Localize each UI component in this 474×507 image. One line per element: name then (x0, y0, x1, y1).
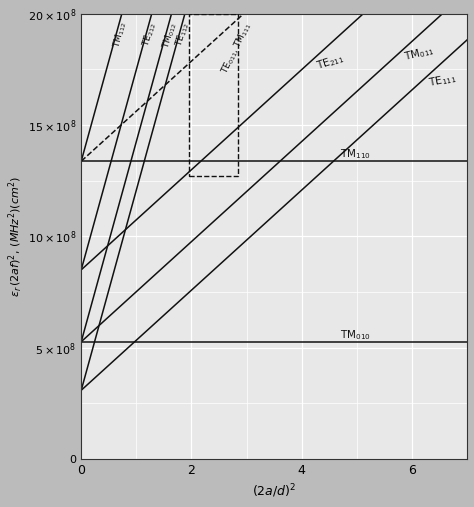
Text: TE$_{112}$: TE$_{112}$ (173, 20, 193, 48)
Text: TM$_{011}$: TM$_{011}$ (403, 43, 436, 64)
Text: TE$_{111}$: TE$_{111}$ (427, 71, 457, 90)
Text: TM$_{010}$: TM$_{010}$ (340, 328, 371, 342)
Y-axis label: $\varepsilon_r\,(2af)^2,\,(MHz^2)(cm^2)$: $\varepsilon_r\,(2af)^2,\,(MHz^2)(cm^2)$ (7, 175, 25, 297)
Text: TM$_{110}$: TM$_{110}$ (340, 147, 371, 161)
Text: TM$_{012}$: TM$_{012}$ (160, 20, 180, 50)
X-axis label: $(2a/d)^2$: $(2a/d)^2$ (252, 483, 296, 500)
Text: TE$_{011}$, TM$_{111}$: TE$_{011}$, TM$_{111}$ (219, 20, 255, 76)
Bar (189, 14, 238, 176)
Text: TM$_{112}$: TM$_{112}$ (111, 20, 129, 49)
Text: TE$_{211}$: TE$_{211}$ (315, 52, 346, 74)
Text: TE$_{212}$: TE$_{212}$ (140, 20, 160, 48)
